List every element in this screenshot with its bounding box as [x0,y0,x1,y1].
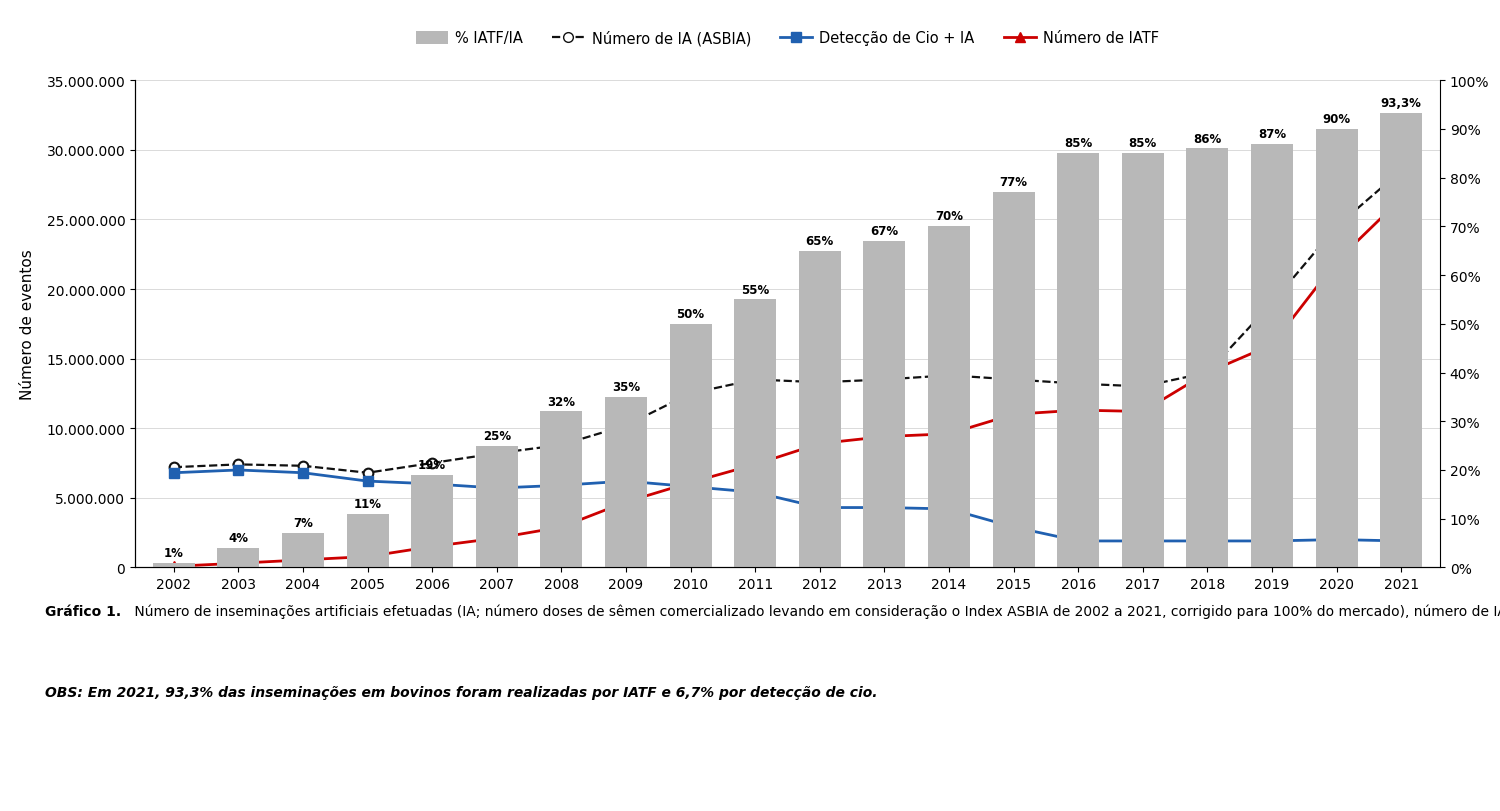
Legend: % IATF/IA, Número de IA (ASBIA), Detecção de Cio + IA, Número de IATF: % IATF/IA, Número de IA (ASBIA), Detecçã… [410,25,1166,52]
Text: 90%: 90% [1323,113,1350,126]
Text: Gráfico 1.: Gráfico 1. [45,604,122,618]
Text: 85%: 85% [1064,137,1092,150]
Bar [1058,154,1100,568]
Text: 35%: 35% [612,380,640,393]
Bar [540,412,582,568]
Bar [1316,130,1358,568]
Y-axis label: Número de eventos: Número de eventos [21,249,36,400]
Text: 25%: 25% [483,429,512,442]
Text: 93,3%: 93,3% [1382,97,1422,109]
Bar [1380,114,1422,568]
Bar [1251,144,1293,568]
Text: 32%: 32% [548,395,576,408]
Text: 70%: 70% [934,210,963,223]
Text: 7%: 7% [292,517,314,530]
Text: OBS: Em 2021, 93,3% das inseminações em bovinos foram realizadas por IATF e 6,7%: OBS: Em 2021, 93,3% das inseminações em … [45,685,877,699]
Bar [800,251,842,568]
Text: 65%: 65% [806,234,834,247]
Bar [993,193,1035,568]
Text: 67%: 67% [870,225,898,238]
Text: 85%: 85% [1128,137,1156,150]
Text: 1%: 1% [164,546,183,559]
Bar [282,534,324,568]
Text: 4%: 4% [228,531,249,544]
Bar [1122,154,1164,568]
Bar [734,300,776,568]
Text: 55%: 55% [741,283,770,296]
Bar [928,227,970,568]
Bar [217,548,259,568]
Text: 87%: 87% [1258,127,1286,140]
Text: 11%: 11% [354,497,381,510]
Text: 19%: 19% [419,458,446,471]
Text: 77%: 77% [999,176,1028,189]
Text: 86%: 86% [1194,132,1221,145]
Bar [476,446,518,568]
Bar [153,563,195,568]
Bar [411,475,453,568]
Bar [1186,149,1228,568]
Bar [669,324,711,568]
Bar [346,514,388,568]
Text: 50%: 50% [676,307,705,320]
Bar [604,397,646,568]
Bar [864,242,906,568]
Text: Número de inseminações artificiais efetuadas (IA; número doses de sêmen comercia: Número de inseminações artificiais efetu… [130,604,1500,619]
